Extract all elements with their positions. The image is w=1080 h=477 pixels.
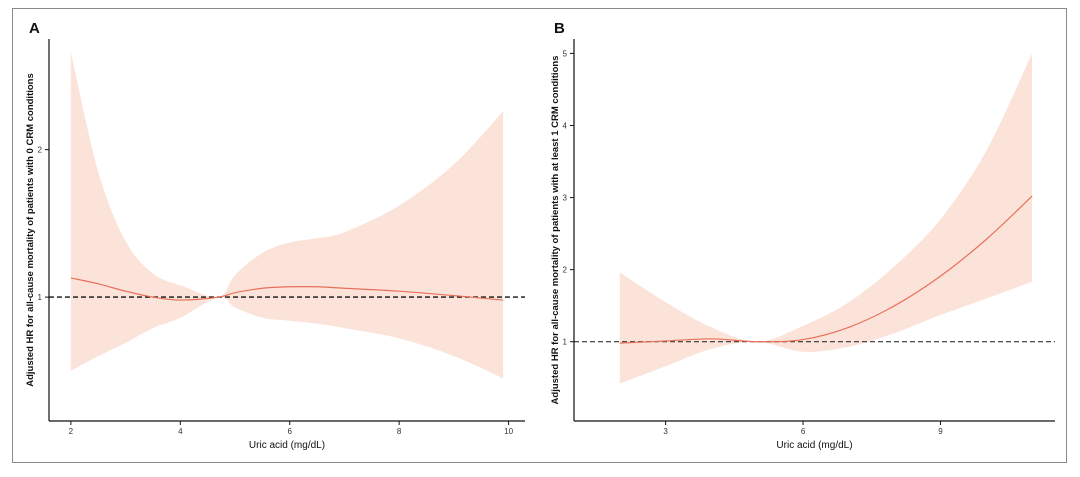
y-tick-label: 2 xyxy=(38,146,43,155)
x-axis-title: Uric acid (mg/dL) xyxy=(776,440,852,451)
y-tick-label: 4 xyxy=(563,121,568,130)
y-tick-label: 2 xyxy=(563,266,568,275)
x-tick-label: 6 xyxy=(288,427,293,436)
x-tick-label: 8 xyxy=(397,427,402,436)
hr-curve xyxy=(619,195,1033,344)
x-tick-label: 2 xyxy=(69,427,74,436)
x-tick-label: 3 xyxy=(663,427,668,436)
x-tick-label: 4 xyxy=(178,427,183,436)
panel-letter: A xyxy=(29,20,40,37)
confidence-band xyxy=(619,53,1033,384)
hr-curve xyxy=(70,277,504,301)
y-tick-label: 5 xyxy=(563,49,568,58)
x-tick-label: 9 xyxy=(938,427,943,436)
y-tick-label: 3 xyxy=(563,194,568,203)
confidence-band xyxy=(70,52,504,379)
y-tick-label: 1 xyxy=(563,338,568,347)
x-tick-label: 10 xyxy=(504,427,513,436)
figure-container: 2 4 6 8 10 1 2 Uric acid (mg/dL) Adjusted HR for… xyxy=(12,8,1067,463)
y-tick-label: 1 xyxy=(38,293,43,302)
x-tick-label: 6 xyxy=(801,427,806,436)
x-axis-title: Uric acid (mg/dL) xyxy=(249,440,325,451)
panel-letter: B xyxy=(554,20,565,37)
y-axis-title: Adjusted HR for all-cause mortality of p… xyxy=(25,73,36,387)
y-axis-title: Adjusted HR for all-cause mortality of p… xyxy=(550,56,561,405)
